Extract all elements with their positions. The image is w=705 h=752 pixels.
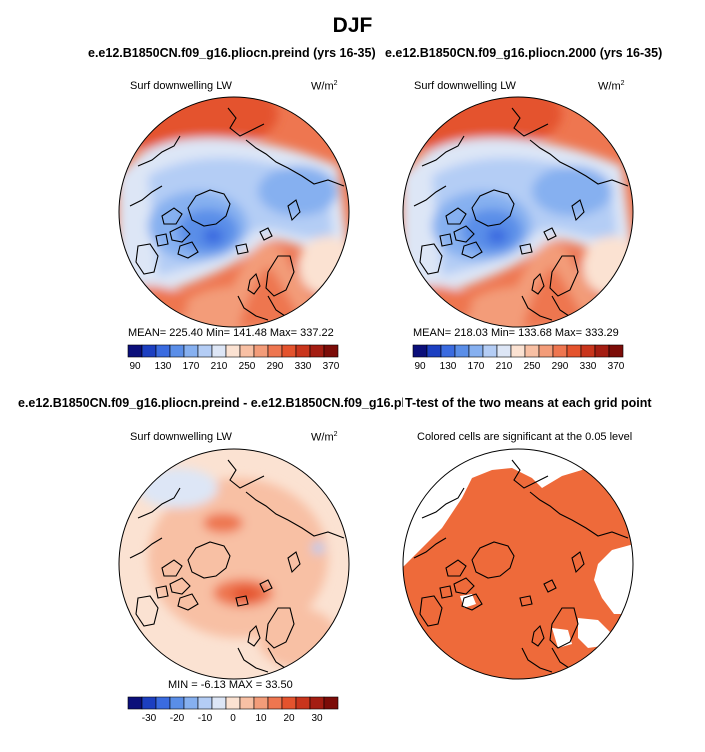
colorbar-2-tick-label: 170 xyxy=(468,361,485,372)
colorbar-1-tick-label: 250 xyxy=(239,361,256,372)
panel-3-colorbar: -30 -20 -10 0 10 20 30 xyxy=(127,696,339,724)
colorbar-2-tick-label: 210 xyxy=(496,361,513,372)
colorbar-3-swatch xyxy=(169,696,185,710)
colorbar-2-tick-label: 370 xyxy=(608,361,625,372)
colorbar-2-swatch xyxy=(440,344,456,358)
colorbar-2-swatch xyxy=(482,344,498,358)
colorbar-1-swatch xyxy=(197,344,213,358)
colorbar-1-swatch xyxy=(267,344,283,358)
colorbar-3-swatch xyxy=(281,696,297,710)
colorbar-3-swatch xyxy=(323,696,339,710)
colorbar-3-swatch xyxy=(239,696,255,710)
colorbar-2-tick-label: 90 xyxy=(414,361,426,372)
colorbar-2-swatch xyxy=(594,344,610,358)
colorbar-3-swatch xyxy=(183,696,199,710)
colorbar-3-tick-label: -20 xyxy=(170,713,185,724)
colorbar-3-swatch xyxy=(127,696,143,710)
colorbar-1-swatch xyxy=(253,344,269,358)
colorbar-1-tick-label: 370 xyxy=(323,361,340,372)
panel-1-polar-map xyxy=(118,96,350,328)
figure-title: DJF xyxy=(332,14,373,37)
panel-1-variable-label: Surf downwelling LW xyxy=(130,80,232,92)
colorbar-2-tick-label: 130 xyxy=(440,361,457,372)
colorbar-3-tick-label: 30 xyxy=(311,713,323,724)
colorbar-2-swatch xyxy=(552,344,568,358)
panel-2-variable-label: Surf downwelling LW xyxy=(414,80,516,92)
colorbar-3-swatch xyxy=(211,696,227,710)
colorbar-3-tick-label: 10 xyxy=(255,713,267,724)
colorbar-3-swatch xyxy=(141,696,157,710)
colorbar-3-swatch xyxy=(225,696,241,710)
colorbar-2-tick-label: 290 xyxy=(552,361,569,372)
colorbar-3-swatch xyxy=(197,696,213,710)
colorbar-1-swatch xyxy=(169,344,185,358)
colorbar-1-swatch xyxy=(281,344,297,358)
panel-2-units-label: W/m2 xyxy=(598,80,625,93)
colorbar-1-tick-label: 130 xyxy=(155,361,172,372)
colorbar-3-swatch xyxy=(295,696,311,710)
colorbar-1-tick-label: 290 xyxy=(267,361,284,372)
panel-3-stats: MIN = -6.13 MAX = 33.50 xyxy=(168,679,293,691)
colorbar-3-swatch xyxy=(267,696,283,710)
colorbar-3-swatch xyxy=(309,696,325,710)
panel-2-stats: MEAN= 218.03 Min= 133.68 Max= 333.29 xyxy=(413,327,619,339)
panel-3-units-label: W/m2 xyxy=(311,431,338,444)
colorbar-1-swatch xyxy=(141,344,157,358)
colorbar-1-tick-label: 330 xyxy=(295,361,312,372)
colorbar-1-swatch xyxy=(127,344,143,358)
colorbar-3-tick-label: 20 xyxy=(283,713,295,724)
colorbar-1-tick-label: 90 xyxy=(129,361,141,372)
colorbar-3-tick-label: 0 xyxy=(230,713,236,724)
panel-3-title: e.e12.B1850CN.f09_g16.pliocn.preind - e.… xyxy=(18,396,462,410)
colorbar-1-swatch xyxy=(295,344,311,358)
panel-1-units-label: W/m2 xyxy=(311,80,338,93)
colorbar-1-swatch xyxy=(239,344,255,358)
panel-2-colorbar: 90 130 170 210 250 290 330 370 xyxy=(412,344,625,372)
colorbar-2-swatch xyxy=(608,344,624,358)
colorbar-2-tick-label: 250 xyxy=(524,361,541,372)
panel-1-stats: MEAN= 225.40 Min= 141.48 Max= 337.22 xyxy=(128,327,334,339)
panel-4-subtitle: Colored cells are significant at the 0.0… xyxy=(417,431,633,443)
colorbar-1-swatch xyxy=(323,344,339,358)
colorbar-2-swatch xyxy=(468,344,484,358)
colorbar-1-swatch xyxy=(309,344,325,358)
panel-1-title: e.e12.B1850CN.f09_g16.pliocn.preind (yrs… xyxy=(88,46,376,60)
colorbar-2-swatch xyxy=(566,344,582,358)
panel-4-title: T-test of the two means at each grid poi… xyxy=(403,396,652,410)
panel-3-variable-label: Surf downwelling LW xyxy=(130,431,232,443)
colorbar-2-swatch xyxy=(496,344,512,358)
colorbar-1-tick-label: 170 xyxy=(183,361,200,372)
colorbar-3-tick-label: -10 xyxy=(198,713,213,724)
colorbar-1-swatch xyxy=(155,344,171,358)
colorbar-1-swatch xyxy=(211,344,227,358)
colorbar-2-swatch xyxy=(510,344,526,358)
colorbar-2-swatch xyxy=(524,344,540,358)
colorbar-3-swatch xyxy=(253,696,269,710)
colorbar-2-swatch xyxy=(580,344,596,358)
panel-2-polar-map xyxy=(402,96,634,328)
colorbar-3-swatch xyxy=(155,696,171,710)
panel-4-polar-map xyxy=(402,448,634,680)
colorbar-2-swatch xyxy=(412,344,428,358)
colorbar-1-tick-label: 210 xyxy=(211,361,228,372)
colorbar-2-swatch xyxy=(454,344,470,358)
colorbar-1-swatch xyxy=(183,344,199,358)
colorbar-3-tick-label: -30 xyxy=(142,713,157,724)
colorbar-2-swatch xyxy=(538,344,554,358)
colorbar-2-tick-label: 330 xyxy=(580,361,597,372)
colorbar-2-swatch xyxy=(426,344,442,358)
colorbar-1-swatch xyxy=(225,344,241,358)
panel-2-title: e.e12.B1850CN.f09_g16.pliocn.2000 (yrs 1… xyxy=(385,46,663,60)
panel-1-colorbar: 90 130 170 210 250 290 330 370 xyxy=(127,344,340,372)
panel-3-polar-map xyxy=(118,448,350,680)
